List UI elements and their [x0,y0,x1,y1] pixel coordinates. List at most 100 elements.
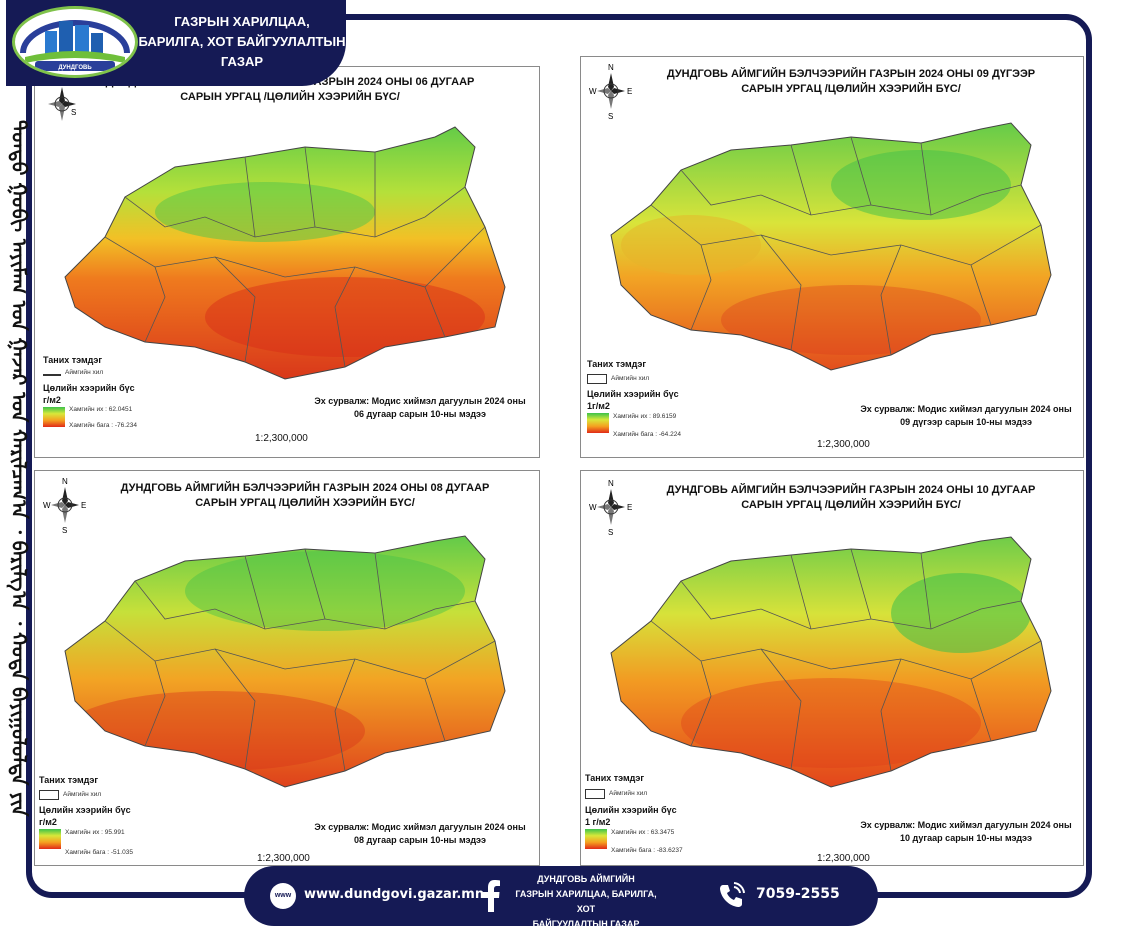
source-line1: Эх сурвалж: Модис хиймэл дагуулын 2024 о… [314,396,526,406]
org-title-line2: БАРИЛГА, ХОТ БАЙГУУЛАЛТЫН [138,34,346,49]
phone-icon [720,882,745,907]
panel-title-line1: ДУНДГОВЬ АЙМГИЙН БЭЛЧЭЭРИЙН ГАЗРЫН 2024 … [120,482,490,494]
compass-rose-icon: N W E S [589,479,632,537]
legend-layer: Цөлийн хээрийн бүс [43,383,135,393]
scale-label: 1:2,300,000 [255,433,308,444]
vegetation-map-09 [610,122,1052,371]
panel-title-line2: САРЫН УРГАЦ /ЦӨЛИЙН ХЭЭРИЙН БҮС/ [195,497,415,509]
legend-boundary-swatch [585,789,605,799]
panel-title: ДУНДГОВЬ АЙМГИЙН БЭЛЧЭЭРИЙН ГАЗРЫН 2024 … [621,67,1081,97]
legend-header: Таних тэмдэг [585,773,645,783]
panel-title: ДУНДГОВЬ АЙМГИЙН БЭЛЧЭЭРИЙН ГАЗРЫН 2024 … [75,481,535,511]
scale-label: 1:2,300,000 [817,439,870,450]
facebook-icon[interactable] [482,880,500,912]
legend-min: Хамгийн бага : -51.035 [65,849,133,856]
legend-boundary-label: Аймгийн хил [65,369,104,376]
legend-max: Хамгийн их : 89.6159 [613,413,677,420]
source-line2: 09 дүгээр сарын 10-ны мэдээ [900,417,1032,427]
compass-s-label: S [71,108,76,117]
legend-boundary-label: Аймгийн хил [609,790,648,797]
source-line1: Эх сурвалж: Модис хиймэл дагуулын 2024 о… [860,404,1072,414]
legend-unit: г/м2 [43,395,61,405]
phone-number[interactable]: 7059-2555 [756,886,840,902]
footer-bar: www www.dundgovi.gazar.mn ДУНДГОВЬ АЙМГИ… [244,866,878,929]
compass-s-label: S [608,112,613,121]
compass-s-label: S [608,528,613,537]
legend-min: Хамгийн бага : -76.234 [69,422,137,429]
legend-color-ramp [39,829,61,849]
legend-layer: Цөлийн хээрийн бүс [585,805,677,815]
fb-line2: ГАЗРЫН ХАРИЛЦАА, БАРИЛГА, ХОТ [515,889,657,914]
legend-min: Хамгийн бага : -64.224 [613,431,681,438]
panel-title-line1: ДУНДГОВЬ АЙМГИЙН БЭЛЧЭЭРИЙН ГАЗРЫН 2024 … [666,68,1036,80]
compass-n-label: N [608,479,614,488]
vegetation-map-08 [64,535,506,788]
agency-logo: ДУНДГОВЬ [12,6,138,78]
org-title-line1: ГАЗРЫН ХАРИЛЦАА, [174,14,310,29]
legend-header: Таних тэмдэг [43,355,103,365]
legend-header: Таних тэмдэг [39,775,99,785]
source-note: Эх сурвалж: Модис хиймэл дагуулын 2024 о… [851,403,1081,429]
legend-color-ramp [43,407,65,427]
legend-boundary-swatch [43,374,61,376]
legend-unit: 1г/м2 [587,401,610,411]
legend-unit: г/м2 [39,817,57,827]
header-badge: ДУНДГОВЬ ГАЗРЫН ХАРИЛЦАА, БАРИЛГА, ХОТ Б… [6,0,346,86]
compass-rose-icon: N W E S [589,63,632,121]
map-panel-09: ДУНДГОВЬ АЙМГИЙН БЭЛЧЭЭРИЙН ГАЗРЫН 2024 … [580,56,1084,458]
vertical-mongolian-script: ᠳᠤᠨᠳᠤ ᠭᠣᠪᠢ ᠠᠶᠢᠮᠠᠭ ᠤᠨ ᠭᠠᠵᠠᠷ ᠤᠨ ᠬᠠᠷᠢᠯᠴᠠᠭ᠎ᠠ… [7,120,66,817]
source-line1: Эх сурвалж: Модис хиймэл дагуулын 2024 о… [860,820,1072,830]
legend-boundary-swatch [39,790,59,800]
legend-boundary-label: Аймгийн хил [611,375,650,382]
compass-e-label: E [81,501,86,510]
facebook-page-name[interactable]: ДУНДГОВЬ АЙМГИЙН ГАЗРЫН ХАРИЛЦАА, БАРИЛГ… [506,872,666,932]
compass-rose-icon: S [48,87,76,121]
compass-w-label: W [43,501,51,510]
legend-min: Хамгийн бага : -83.6237 [611,847,683,854]
legend-boundary-swatch [587,374,607,384]
compass-e-label: E [627,503,632,512]
compass-rose-icon: N W E S [43,477,86,535]
legend-layer: Цөлийн хээрийн бүс [39,805,131,815]
legend-max: Хамгийн их : 63.3475 [611,829,675,836]
web-icon: www [270,883,296,909]
map-panel-08: ДУНДГОВЬ АЙМГИЙН БЭЛЧЭЭРИЙН ГАЗРЫН 2024 … [34,470,540,866]
compass-n-label: N [62,477,68,486]
compass-w-label: W [589,503,597,512]
vegetation-map-10 [610,536,1052,788]
panel-title-line1: ДУНДГОВЬ АЙМГИЙН БЭЛЧЭЭРИЙН ГАЗРЫН 2024 … [666,484,1036,496]
scale-label: 1:2,300,000 [817,853,870,864]
source-line2: 06 дугаар сарын 10-ны мэдээ [353,409,486,419]
logo-ribbon-text: ДУНДГОВЬ [58,65,92,71]
source-note: Эх сурвалж: Модис хиймэл дагуулын 2024 о… [851,819,1081,845]
source-note: Эх сурвалж: Модис хиймэл дагуулын 2024 о… [305,821,535,847]
compass-w-label: W [589,87,597,96]
legend-unit: 1 г/м2 [585,817,611,827]
legend-header: Таних тэмдэг [587,359,647,369]
panel-title-line2: САРЫН УРГАЦ /ЦӨЛИЙН ХЭЭРИЙН БҮС/ [741,83,961,95]
compass-e-label: E [627,87,632,96]
source-line2: 10 дугаар сарын 10-ны мэдээ [899,833,1032,843]
map-panel-10: ДУНДГОВЬ АЙМГИЙН БЭЛЧЭЭРИЙН ГАЗРЫН 2024 … [580,470,1084,866]
map-panel-06: ДУНДГОВЬ АЙМГИЙН БЭЛЧЭЭРИЙН ГАЗРЫН 2024 … [34,66,540,458]
legend-max: Хамгийн их : 95.991 [65,829,125,836]
panel-title-line2: САРЫН УРГАЦ /ЦӨЛИЙН ХЭЭРИЙН БҮС/ [741,499,961,511]
source-note: Эх сурвалж: Модис хиймэл дагуулын 2024 о… [305,395,535,421]
legend-boundary-label: Аймгийн хил [63,791,102,798]
panel-title-line2: САРЫН УРГАЦ /ЦӨЛИЙН ХЭЭРИЙН БҮС/ [180,91,400,103]
scale-label: 1:2,300,000 [257,853,310,864]
website-link[interactable]: www.dundgovi.gazar.mn [304,887,485,902]
fb-line3: БАЙГУУЛАЛТЫН ГАЗАР [532,919,640,929]
legend-color-ramp [587,413,609,433]
legend-max: Хамгийн их : 62.0451 [69,406,133,413]
legend-color-ramp [585,829,607,849]
source-line1: Эх сурвалж: Модис хиймэл дагуулын 2024 о… [314,822,526,832]
compass-s-label: S [62,526,67,535]
building-logo-icon: ДУНДГОВЬ [20,20,130,71]
fb-line1: ДУНДГОВЬ АЙМГИЙН [537,874,635,884]
panel-title: ДУНДГОВЬ АЙМГИЙН БЭЛЧЭЭРИЙН ГАЗРЫН 2024 … [621,483,1081,513]
source-line2: 08 дугаар сарын 10-ны мэдээ [353,835,486,845]
vegetation-map-06 [64,126,506,380]
compass-n-label: N [608,63,614,72]
org-title-line3: ГАЗАР [220,54,264,69]
